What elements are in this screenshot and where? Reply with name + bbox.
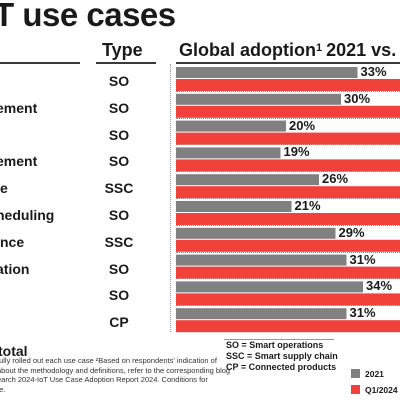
use-case-type: SO <box>108 153 130 170</box>
use-case-type: SO <box>108 287 130 304</box>
use-case-header-underline <box>0 62 80 64</box>
bar-q1-2024 <box>176 105 400 118</box>
type-column-header: Type <box>102 40 143 60</box>
bar-2021 <box>176 201 292 212</box>
legend-label-q1-2024: Q1/2024 <box>365 385 398 395</box>
data-label-2021: 31% <box>349 305 376 321</box>
bar-q1-2024 <box>176 186 400 199</box>
row-separator <box>176 117 400 119</box>
footnote-line-4: te. <box>0 384 6 394</box>
use-case-type: SO <box>108 73 130 89</box>
use-case-label: e <box>0 180 8 197</box>
bar-q1-2024 <box>176 159 400 172</box>
row-separator <box>176 251 400 253</box>
bar-q1-2024 <box>176 239 400 252</box>
data-label-2021: 21% <box>294 198 321 213</box>
legend-label-2021: 2021 <box>365 369 384 379</box>
bar-2021 <box>176 227 336 239</box>
data-label-2021: 34% <box>366 278 393 294</box>
type-abbreviation-key: SO = Smart operations SSC = Smart supply… <box>226 340 338 400</box>
row-separator <box>176 198 400 199</box>
bar-2021 <box>176 254 347 266</box>
data-label-2021: 29% <box>338 224 365 240</box>
bar-2021 <box>176 120 286 132</box>
data-label-2021: 31% <box>349 251 376 267</box>
use-case-label: heduling <box>0 207 55 223</box>
use-case-type: CP <box>109 314 129 331</box>
bar-q1-2024 <box>176 293 400 306</box>
row-separator <box>176 171 400 173</box>
use-case-label: ement <box>0 99 38 116</box>
legend-swatch-q1-2024 <box>351 385 360 394</box>
use-case-type: SO <box>108 207 130 223</box>
bar-2021 <box>176 67 358 78</box>
bar-q1-2024 <box>176 213 400 225</box>
bar-q1-2024 <box>176 132 400 145</box>
row-separator <box>176 224 400 226</box>
key-connected-products: CP = Connected products <box>226 362 337 372</box>
use-case-type: SO <box>108 126 130 143</box>
data-label-2021: 30% <box>344 90 371 106</box>
bar-q1-2024 <box>176 320 400 333</box>
footnote-line-1: fully rolled out each use case ²Based on… <box>0 356 217 365</box>
adoption-header-period: 2021 vs. Q <box>326 40 400 60</box>
page-title: T use cases <box>0 0 176 33</box>
adoption-header-footnote-mark: 1 <box>316 42 323 54</box>
use-case-type: SO <box>108 260 130 277</box>
data-label-2021: 19% <box>283 144 310 160</box>
footnote-line-2: about the methodology and definitions, r… <box>0 365 231 375</box>
footnote-line-3: earch 2024-IoT Use Case Adoption Report … <box>0 375 208 384</box>
use-case-label: ement <box>0 153 38 170</box>
use-case-type: SSC <box>104 233 134 250</box>
legend-swatch-2021 <box>351 369 360 378</box>
bar-2021 <box>176 174 319 186</box>
bar-2021 <box>176 93 341 105</box>
adoption-header-underline <box>176 62 400 64</box>
row-separator <box>176 144 400 146</box>
bar-2021 <box>176 147 281 159</box>
data-label-2021: 20% <box>289 117 316 133</box>
bar-2021 <box>176 281 363 293</box>
key-smart-operations: SO = Smart operations <box>226 340 324 350</box>
key-smart-supply-chain: SSC = Smart supply chain <box>226 351 338 361</box>
row-separator <box>176 305 400 307</box>
data-label-2021: 33% <box>360 64 387 79</box>
use-case-label: ation <box>0 260 30 277</box>
total-label: total <box>0 343 28 359</box>
row-separator <box>176 278 400 280</box>
column-divider <box>170 64 171 332</box>
type-header-underline <box>96 62 156 64</box>
bar-q1-2024 <box>176 79 400 91</box>
use-case-type: SO <box>108 99 130 116</box>
bar-q1-2024 <box>176 266 400 279</box>
use-case-type: SSC <box>104 180 134 197</box>
use-case-label: nce <box>0 233 25 250</box>
key-divider <box>224 339 334 340</box>
adoption-header-text: Global adoption <box>179 40 316 60</box>
row-separator <box>176 90 400 92</box>
bar-2021 <box>176 308 347 320</box>
data-label-2021: 26% <box>322 171 349 187</box>
